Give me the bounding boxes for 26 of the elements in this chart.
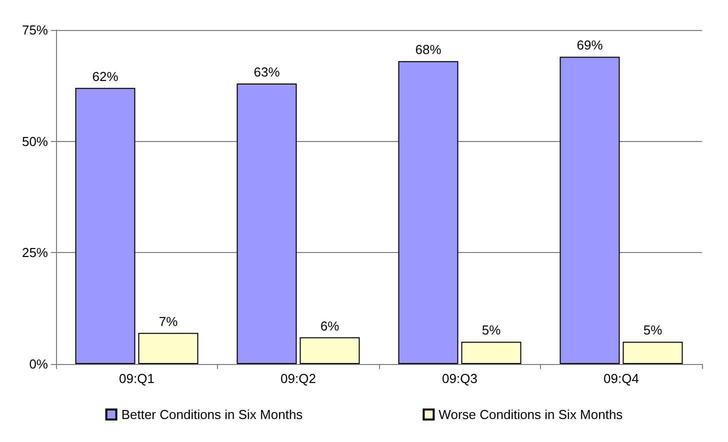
bar bbox=[560, 56, 620, 364]
y-tick-label: 25% bbox=[22, 245, 48, 260]
data-label: 6% bbox=[320, 318, 340, 334]
bar bbox=[75, 88, 136, 364]
x-tick-label: 09:Q1 bbox=[119, 371, 154, 386]
y-tick-label: 50% bbox=[22, 134, 48, 149]
data-label: 62% bbox=[92, 68, 119, 84]
bar bbox=[236, 83, 297, 364]
data-label: 5% bbox=[643, 322, 663, 338]
x-tick-label: 09:Q3 bbox=[442, 371, 478, 386]
data-label: 63% bbox=[254, 64, 280, 80]
bar bbox=[622, 342, 683, 364]
data-label: 5% bbox=[482, 322, 502, 338]
legend-label: Worse Conditions in Six Months bbox=[438, 407, 624, 422]
data-label: 69% bbox=[576, 38, 604, 53]
legend-label: Better Conditions in Six Months bbox=[121, 407, 304, 422]
data-label: 7% bbox=[158, 314, 178, 329]
x-tick-label: 09:Q2 bbox=[280, 371, 316, 386]
bar bbox=[398, 61, 458, 364]
y-tick-label: 75% bbox=[22, 22, 48, 38]
bar bbox=[138, 332, 198, 364]
bar bbox=[300, 337, 360, 364]
bar bbox=[461, 342, 522, 364]
x-tick-label: 09:Q4 bbox=[604, 371, 639, 386]
data-label: 68% bbox=[415, 42, 442, 58]
y-tick-label: 0% bbox=[29, 356, 48, 372]
